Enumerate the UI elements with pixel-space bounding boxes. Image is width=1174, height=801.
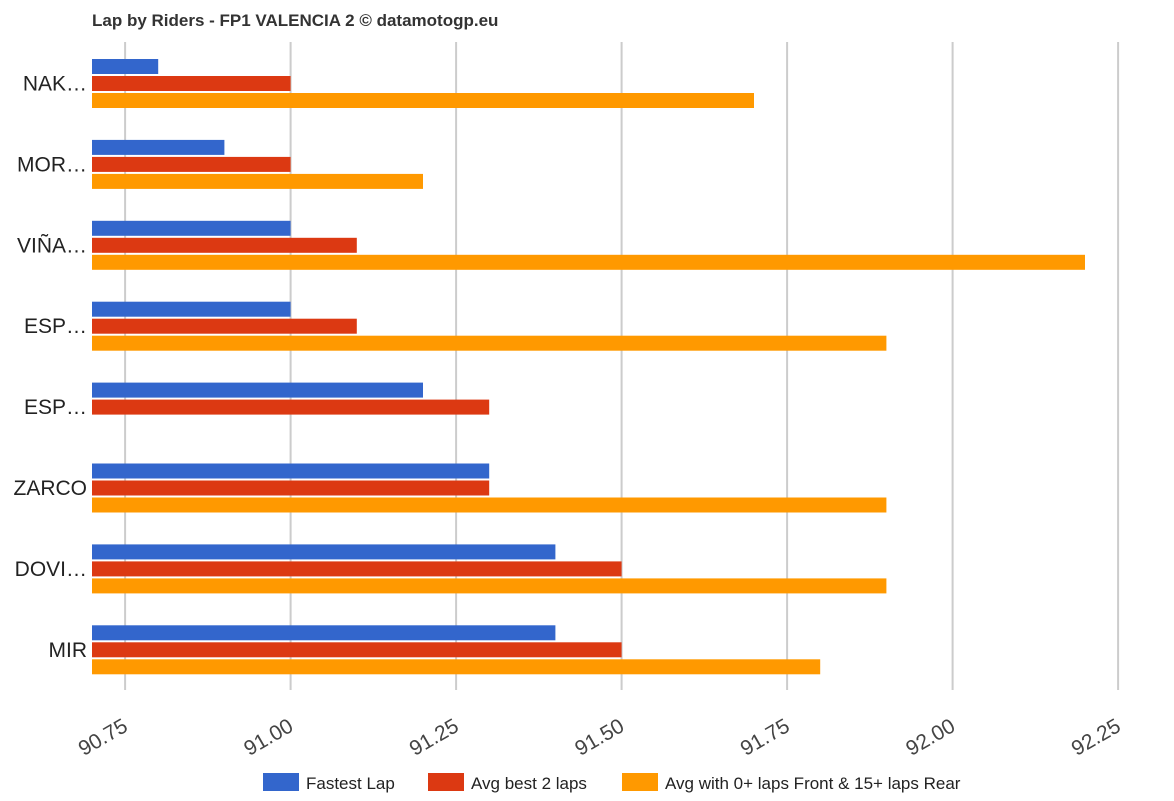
bar	[92, 139, 225, 155]
bar	[92, 220, 291, 236]
bar	[92, 659, 821, 675]
category-label: ESP…	[24, 315, 87, 338]
bar	[92, 301, 291, 317]
bar	[92, 544, 556, 560]
bar	[92, 76, 291, 91]
x-tick-label: 90.75	[75, 714, 132, 760]
category-label: MIR	[49, 639, 88, 662]
category-label: VIÑA…	[17, 233, 87, 257]
bar	[92, 156, 291, 172]
category-label: NAK…	[23, 73, 87, 96]
legend-swatch	[263, 773, 299, 791]
category-label: ZARCO	[14, 477, 88, 500]
bar	[92, 254, 1085, 270]
bar	[92, 399, 490, 415]
x-tick-label: 92.00	[902, 714, 959, 760]
legend-label: Fastest Lap	[306, 774, 395, 793]
category-label: ESP…	[24, 396, 87, 419]
gridlines	[124, 42, 1120, 690]
legend-swatch	[622, 773, 658, 791]
bar	[92, 59, 159, 74]
bar	[92, 561, 622, 577]
bar	[92, 318, 357, 334]
category-label: MOR…	[17, 153, 87, 176]
bar	[92, 642, 622, 658]
bar	[92, 382, 423, 398]
bar	[92, 480, 490, 496]
x-tick-label: 91.00	[240, 714, 297, 760]
bar	[92, 578, 887, 594]
bar	[92, 497, 887, 513]
x-tick-label: 92.25	[1068, 714, 1125, 760]
bar	[92, 625, 556, 641]
legend: Fastest Lap Avg best 2 laps Avg with 0+ la…	[263, 773, 961, 793]
legend-swatch	[428, 773, 464, 791]
x-axis-tick-labels: 90.75 91.00 91.25 91.50 91.75 92.00 92.25	[75, 714, 1125, 760]
legend-label: Avg best 2 laps	[471, 774, 587, 793]
category-label: DOVI…	[15, 558, 87, 581]
bars	[92, 59, 1085, 675]
category-labels: NAK… MOR… VIÑA… ESP… ESP… ZARCO DOVI… MIR	[14, 73, 88, 662]
x-tick-label: 91.75	[737, 714, 794, 760]
chart-title: Lap by Riders - FP1 VALENCIA 2 © datamot…	[92, 11, 498, 30]
bar	[92, 335, 887, 351]
legend-label: Avg with 0+ laps Front & 15+ laps Rear	[665, 774, 961, 793]
bar	[92, 463, 490, 479]
bar	[92, 173, 423, 189]
bar	[92, 93, 754, 108]
x-tick-label: 91.50	[571, 714, 628, 760]
x-tick-label: 91.25	[406, 714, 463, 760]
bar	[92, 237, 357, 253]
